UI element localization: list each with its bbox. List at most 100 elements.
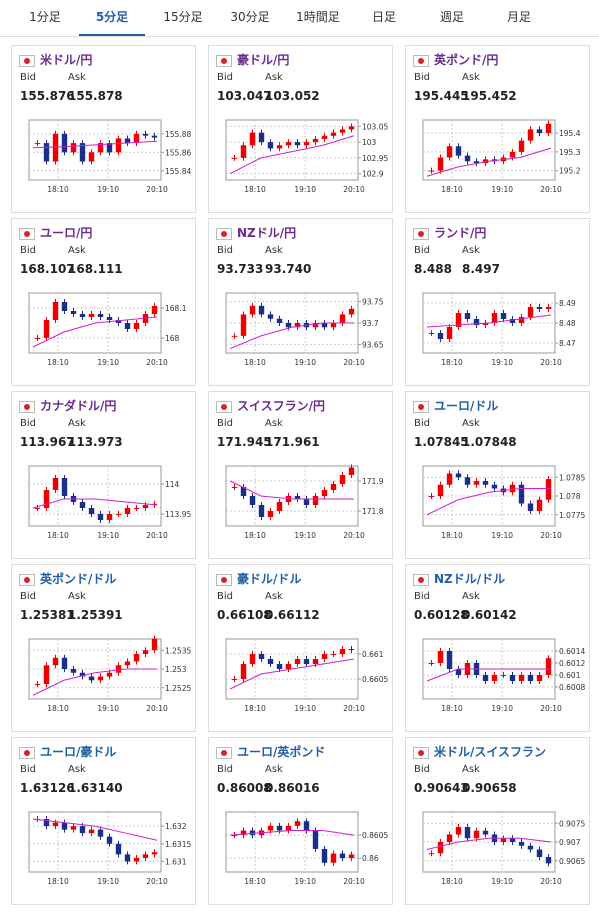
- candle: [464, 155, 471, 162]
- tab[interactable]: 30分足: [230, 10, 270, 24]
- rate-panel[interactable]: NZドル/ドル Bid Ask 0.60128 0.60142 18:10 19:10 20:…: [405, 564, 590, 732]
- candle: [231, 679, 238, 680]
- bid-label: Bid: [217, 591, 233, 602]
- mini-chart: 18:10 19:10 20:10 155.84 155.86 155.88: [28, 119, 191, 194]
- candle: [276, 318, 283, 323]
- x-tick-label: 19:10: [491, 704, 513, 713]
- ask-value: 0.86016: [265, 781, 320, 795]
- candle: [321, 490, 328, 496]
- y-tick-label: 0.6008: [559, 683, 585, 692]
- candle: [79, 502, 86, 508]
- x-tick-label: 19:10: [97, 877, 119, 886]
- ask-label: Ask: [462, 418, 480, 429]
- y-tick-label: 168: [165, 334, 180, 343]
- pair-title[interactable]: カナダドル/円: [40, 399, 117, 413]
- bid-value: 171.945: [217, 435, 272, 449]
- rate-panel[interactable]: 米ドル/スイスフラン Bid Ask 0.90643 0.90658 18:10 19:10…: [405, 737, 590, 905]
- ask-value: 195.452: [462, 89, 517, 103]
- x-tick-label: 18:10: [244, 704, 266, 713]
- flag-icon: [413, 228, 429, 240]
- flag-mark: [418, 58, 424, 64]
- pair-title[interactable]: ユーロ/ドル: [434, 399, 499, 413]
- pair-title[interactable]: ユーロ/豪ドル: [40, 745, 117, 759]
- ask-value: 0.66112: [265, 608, 320, 622]
- candle: [455, 313, 462, 327]
- candle: [348, 467, 355, 475]
- pair-title[interactable]: 米ドル/円: [40, 53, 93, 67]
- x-tick-label: 18:10: [244, 358, 266, 367]
- tab[interactable]: 月足: [506, 10, 531, 24]
- pair-title[interactable]: ランド/円: [434, 226, 487, 240]
- pair-title[interactable]: 英ポンド/円: [434, 53, 499, 67]
- rate-panel[interactable]: 豪ドル/ドル Bid Ask 0.66108 0.66112 18:10 19:10 20:1…: [208, 564, 393, 732]
- pair-title[interactable]: ユーロ/円: [40, 226, 93, 240]
- rate-panel[interactable]: ユーロ/円 Bid Ask 168.107 168.111 18:10 19:10 20:10…: [11, 218, 196, 386]
- x-tick-label: 18:10: [441, 877, 463, 886]
- pair-title[interactable]: スイスフラン/円: [237, 399, 326, 413]
- tab[interactable]: 15分足: [163, 10, 203, 24]
- candle: [518, 675, 525, 681]
- candle: [151, 852, 158, 855]
- tab[interactable]: 日足: [371, 10, 396, 24]
- candle: [88, 152, 95, 162]
- ask-label: Ask: [265, 764, 283, 775]
- pair-title[interactable]: ユーロ/英ポンド: [237, 745, 326, 759]
- pair-title[interactable]: NZドル/円: [237, 226, 297, 240]
- pair-title[interactable]: NZドル/ドル: [434, 572, 506, 586]
- pair-title[interactable]: 豪ドル/ドル: [237, 572, 302, 586]
- y-tick-label: 195.4: [559, 129, 581, 138]
- x-tick-label: 19:10: [491, 531, 513, 540]
- tab[interactable]: 1時間足: [296, 10, 340, 24]
- tab[interactable]: 5分足: [79, 0, 145, 36]
- candle: [446, 834, 453, 842]
- candle: [482, 481, 489, 485]
- candle: [321, 654, 328, 659]
- candle: [536, 849, 543, 857]
- y-tick-label: 8.48: [559, 319, 576, 328]
- mini-chart: 18:10 19:10 20:10 113.95 114: [28, 465, 191, 540]
- rate-panel[interactable]: 豪ドル/円 Bid Ask 103.047 103.052 18:10 19:10 20:10…: [208, 45, 393, 213]
- tab[interactable]: 週足: [439, 10, 464, 24]
- rate-panel[interactable]: ユーロ/英ポンド Bid Ask 0.86008 0.86016 18:10 19:10 20…: [208, 737, 393, 905]
- pair-title[interactable]: 米ドル/スイスフラン: [434, 745, 547, 759]
- y-tick-label: 0.601: [559, 671, 581, 680]
- pair-title[interactable]: 英ポンド/ドル: [40, 572, 117, 586]
- rate-panel[interactable]: 英ポンド/ドル Bid Ask 1.25381 1.25391 18:10 19:10 20:…: [11, 564, 196, 732]
- bid-label: Bid: [20, 245, 36, 256]
- tab[interactable]: 1分足: [29, 10, 61, 24]
- candle: [339, 649, 346, 654]
- pair-title[interactable]: 豪ドル/円: [237, 53, 290, 67]
- rate-panel[interactable]: カナダドル/円 Bid Ask 113.967 113.973 18:10 19:10 20:…: [11, 391, 196, 559]
- x-tick-label: 19:10: [294, 358, 316, 367]
- candle: [124, 323, 131, 329]
- flag-icon: [19, 401, 35, 413]
- candle: [276, 502, 283, 511]
- rate-panel[interactable]: ユーロ/ドル Bid Ask 1.07845 1.07848 18:10 19:10 20:1…: [405, 391, 590, 559]
- candle: [339, 853, 346, 859]
- rate-panel[interactable]: スイスフラン/円 Bid Ask 171.945 171.961 18:10 19:10 20…: [208, 391, 393, 559]
- candle: [97, 676, 104, 681]
- candle: [348, 854, 355, 859]
- candle: [97, 514, 104, 520]
- candle: [455, 827, 462, 835]
- rate-panel[interactable]: NZドル/円 Bid Ask 93.733 93.740 18:10 19:10 20:10 9…: [208, 218, 393, 386]
- candle: [455, 473, 462, 478]
- bid-label: Bid: [414, 418, 430, 429]
- rate-panel[interactable]: ユーロ/豪ドル Bid Ask 1.63126 1.63140 18:10 19:10 20:…: [11, 737, 196, 905]
- candle: [249, 132, 256, 146]
- mini-chart: 18:10 19:10 20:10 195.2 195.3 195.4: [422, 119, 581, 194]
- moving-average: [229, 322, 354, 350]
- ask-value: 168.111: [68, 262, 123, 276]
- y-tick-label: 102.9: [362, 170, 384, 179]
- y-tick-label: 0.86: [362, 854, 379, 863]
- flag-mark: [221, 404, 227, 410]
- y-tick-label: 155.84: [165, 167, 191, 176]
- y-tick-label: 195.3: [559, 148, 581, 157]
- candle: [339, 314, 346, 323]
- mini-chart: 18:10 19:10 20:10 1.631 1.6315 1.632: [28, 811, 191, 886]
- y-tick-label: 102.95: [362, 154, 388, 163]
- rate-panel[interactable]: 英ポンド/円 Bid Ask 195.445 195.452 18:10 19:10 20:1…: [405, 45, 590, 213]
- candle: [231, 335, 238, 337]
- rate-panel[interactable]: ランド/円 Bid Ask 8.488 8.497 18:10 19:10 20:10 8.47…: [405, 218, 590, 386]
- rate-panel[interactable]: 米ドル/円 Bid Ask 155.876 155.878 18:10 19:10 20:10…: [11, 45, 196, 213]
